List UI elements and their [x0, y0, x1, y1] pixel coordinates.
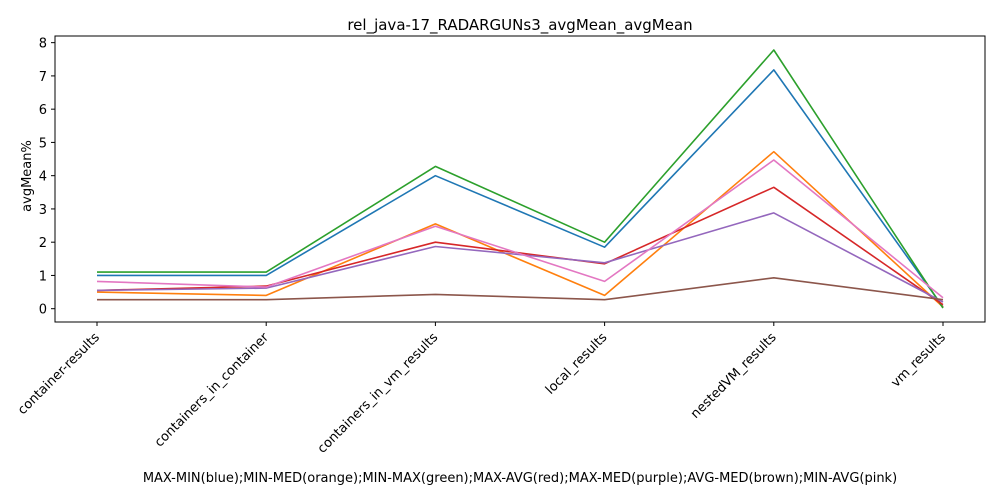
series-line — [97, 49, 944, 309]
x-tick-label: local_results — [543, 330, 611, 398]
x-tick-label: container-results — [15, 330, 103, 418]
y-tick-label: 4 — [39, 170, 47, 185]
x-tick-label: nestedVM_results — [688, 330, 780, 422]
y-tick-label: 7 — [39, 70, 47, 85]
y-tick-label: 6 — [39, 103, 47, 118]
y-tick-label: 2 — [39, 236, 47, 251]
x-tick-label: containers_in_container — [152, 330, 273, 451]
series-line — [96, 212, 944, 303]
series-line — [97, 276, 944, 301]
x-tick-label: containers_in_vm_results — [315, 330, 441, 456]
y-tick-label: 3 — [39, 203, 47, 218]
series-line — [97, 69, 944, 308]
x-axis-label: MAX-MIN(blue);MIN-MED(orange);MIN-MAX(gr… — [143, 471, 897, 486]
y-tick-label: 1 — [39, 269, 47, 284]
y-axis-label: avgMean% — [20, 140, 35, 212]
series-line — [96, 150, 944, 308]
x-tick-label: vm_results — [888, 330, 949, 391]
y-tick-label: 0 — [39, 303, 47, 318]
plot-frame — [54, 35, 986, 323]
chart-title: rel_java-17_RADARGUNs3_avgMean_avgMean — [347, 16, 692, 35]
y-tick-label: 8 — [39, 37, 47, 52]
y-tick-label: 5 — [39, 136, 47, 151]
series-line — [96, 159, 944, 299]
